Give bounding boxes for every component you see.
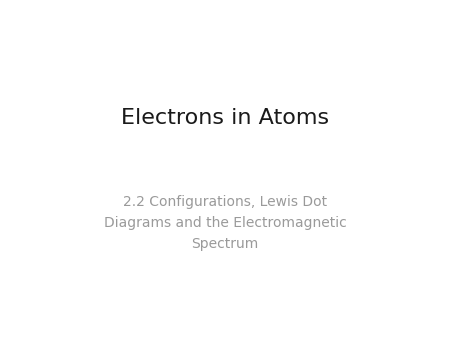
Text: Electrons in Atoms: Electrons in Atoms [121, 108, 329, 128]
Text: 2.2 Configurations, Lewis Dot
Diagrams and the Electromagnetic
Spectrum: 2.2 Configurations, Lewis Dot Diagrams a… [104, 195, 346, 251]
